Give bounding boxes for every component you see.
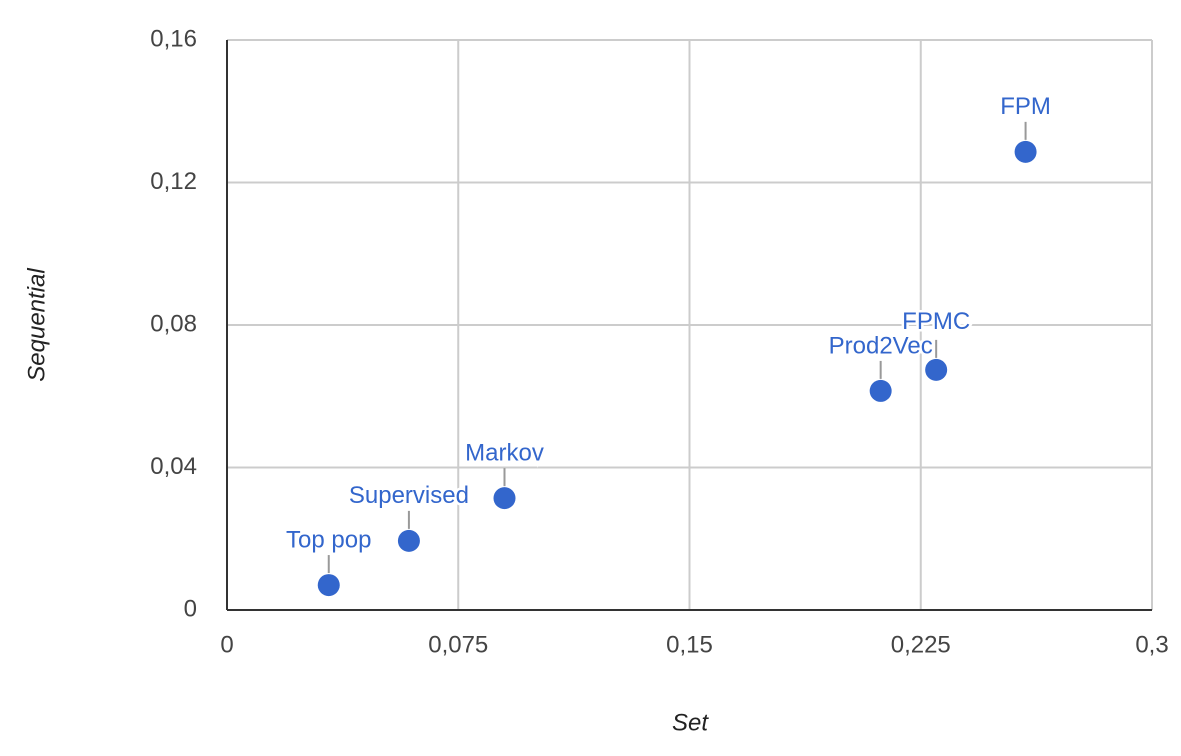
point	[493, 487, 516, 510]
x-tick-label: 0	[220, 631, 233, 658]
y-tick-label: 0,08	[150, 310, 197, 337]
y-axis-title: Sequential	[23, 268, 50, 382]
point-label: Prod2Vec	[829, 332, 933, 359]
x-tick-label: 0,225	[891, 631, 951, 658]
x-tick-label: 0,15	[666, 631, 713, 658]
x-tick-label: 0,3	[1135, 631, 1168, 658]
point	[869, 379, 892, 402]
point	[925, 358, 948, 381]
point	[1014, 140, 1037, 163]
y-tick-label: 0,12	[150, 168, 197, 195]
y-tick-label: 0	[184, 595, 197, 622]
point-label: Supervised	[349, 482, 469, 509]
y-tick-label: 0,04	[150, 453, 197, 480]
x-axis-title: Set	[672, 709, 709, 736]
point	[317, 574, 340, 597]
point	[397, 529, 420, 552]
point-label: FPMC	[902, 308, 970, 335]
y-tick-label: 0,16	[150, 25, 197, 52]
point-label: Markov	[465, 439, 544, 466]
point-label: Top pop	[286, 526, 371, 553]
x-tick-label: 0,075	[428, 631, 488, 658]
point-label: FPM	[1000, 93, 1051, 120]
